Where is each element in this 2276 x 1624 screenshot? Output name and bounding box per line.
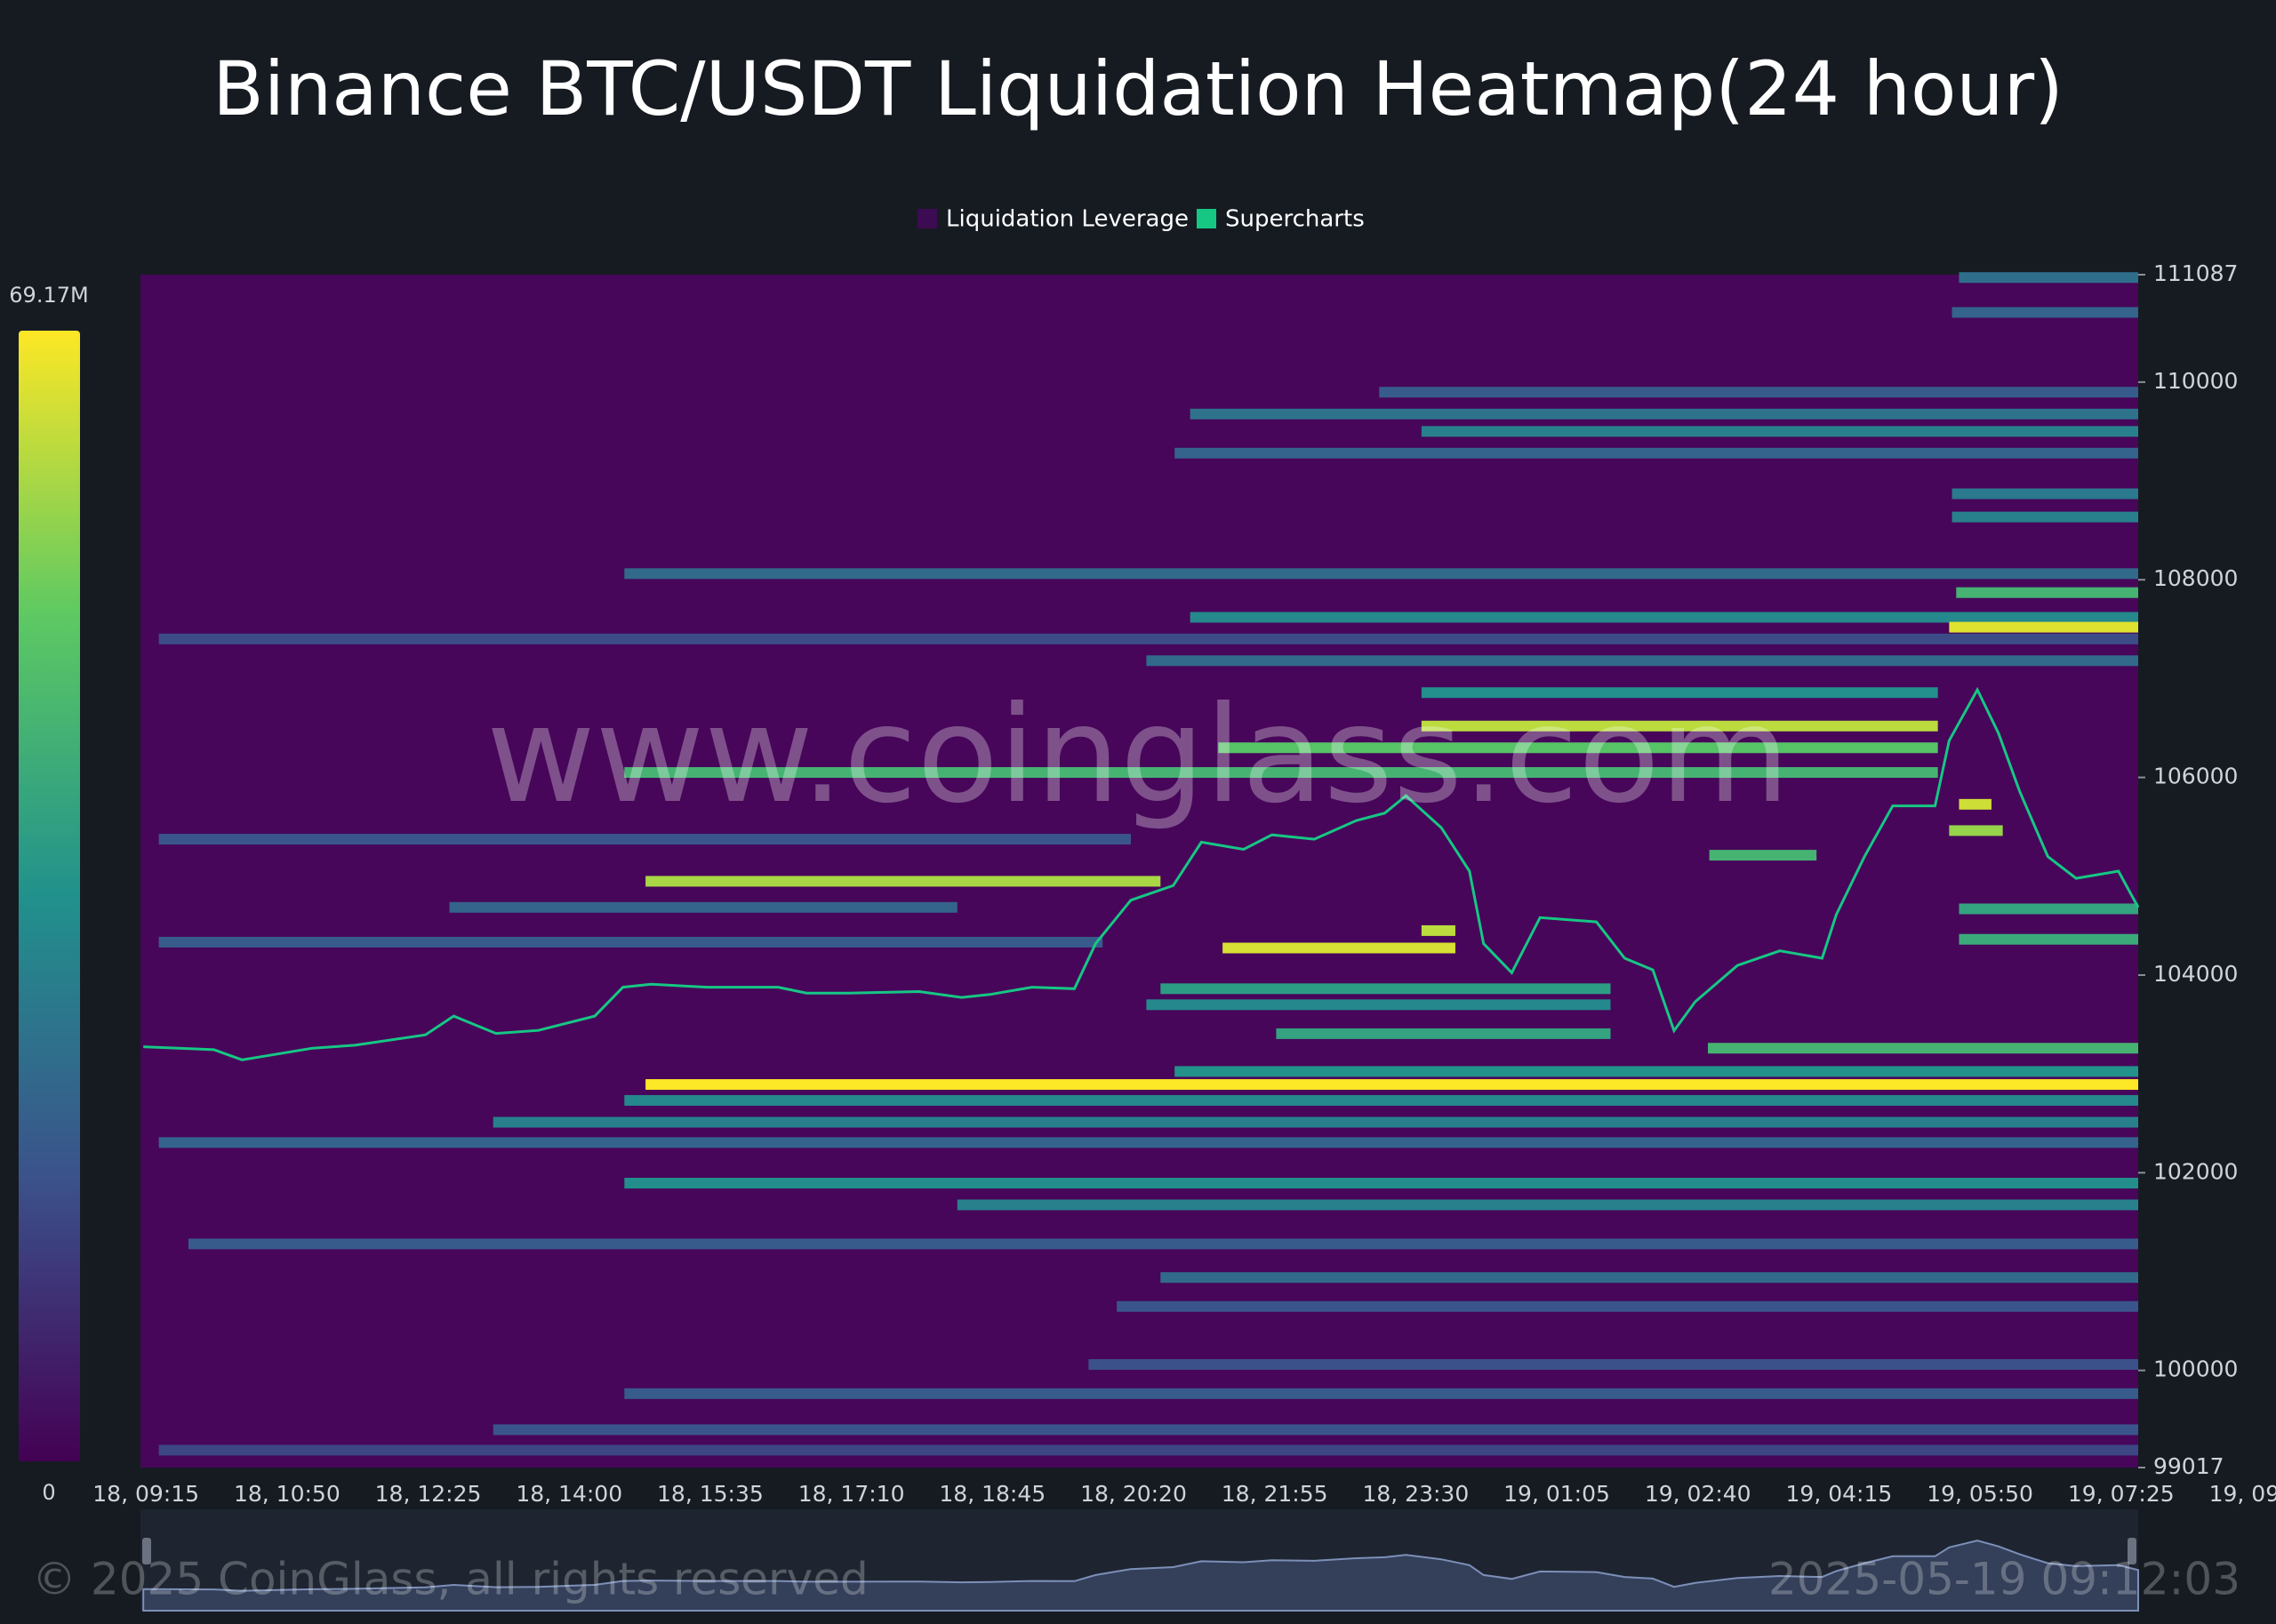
- heat-band: [624, 1178, 2139, 1189]
- heat-band: [1174, 1066, 2138, 1077]
- navigator-handle: [2128, 1538, 2136, 1564]
- x-tick-label: 18, 23:30: [1362, 1481, 1469, 1507]
- heat-band: [1951, 511, 2138, 523]
- heat-band: [1421, 720, 1938, 732]
- heat-band: [493, 1424, 2139, 1436]
- heat-band: [1959, 798, 1992, 810]
- heat-band: [1174, 447, 2138, 459]
- legend-label: Liquidation Leverage: [946, 206, 1189, 233]
- heat-band: [624, 568, 2139, 580]
- heat-band: [1146, 999, 1611, 1011]
- y-tick-label: 104000: [2153, 961, 2238, 987]
- heatmap-background: [140, 275, 2138, 1468]
- colorbar-label: 0: [42, 1480, 55, 1505]
- footer-timestamp: 2025-05-19 09:12:03: [1768, 1554, 2240, 1605]
- colorbar-label: 69.17M: [9, 283, 88, 308]
- heat-band: [1949, 621, 2138, 633]
- x-tick-label: 19, 07:25: [2068, 1481, 2175, 1507]
- y-tick-label: 111087: [2153, 260, 2238, 286]
- heat-band: [957, 1199, 2138, 1211]
- heat-band: [1276, 1028, 1611, 1039]
- x-tick-label: 18, 17:10: [798, 1481, 905, 1507]
- x-tick-label: 18, 14:00: [516, 1481, 622, 1507]
- plot-area: www.coinglass.com: [140, 272, 2140, 1468]
- heat-band: [1959, 933, 2138, 945]
- x-tick-label: 18, 10:50: [234, 1481, 341, 1507]
- x-tick-label: 18, 21:55: [1222, 1481, 1328, 1507]
- heat-band: [624, 767, 1938, 779]
- watermark: www.coinglass.com: [486, 678, 1790, 833]
- colorbar: [19, 331, 80, 1461]
- heat-band: [188, 1238, 2139, 1250]
- x-tick-label: 18, 15:35: [657, 1481, 764, 1507]
- heat-band: [1117, 1300, 2138, 1312]
- x-tick-label: 19, 02:40: [1645, 1481, 1751, 1507]
- y-tick-label: 100000: [2153, 1356, 2238, 1382]
- heat-band: [1951, 488, 2138, 500]
- heat-band: [1190, 612, 2138, 623]
- heat-band: [1421, 687, 1938, 699]
- y-tick-label: 108000: [2153, 565, 2238, 591]
- heat-band: [1949, 825, 2003, 836]
- heat-band: [158, 633, 2139, 644]
- navigator-handle: [142, 1538, 151, 1564]
- x-tick-label: 18, 12:25: [375, 1481, 482, 1507]
- heat-band: [1421, 426, 2138, 437]
- x-tick-label: 18, 09:15: [92, 1481, 199, 1507]
- price-line: [143, 686, 2140, 1061]
- heat-band: [1709, 850, 1817, 861]
- heat-band: [1190, 408, 2138, 420]
- heat-band: [1708, 1043, 2138, 1054]
- y-tick-label: 102000: [2153, 1158, 2238, 1184]
- x-tick-label: 18, 20:20: [1080, 1481, 1187, 1507]
- heat-band: [645, 876, 1161, 887]
- x-tick-label: 19, 05:50: [1927, 1481, 2033, 1507]
- heat-band: [1160, 983, 1611, 995]
- heat-band: [493, 1116, 2139, 1128]
- legend-swatch: [918, 209, 937, 228]
- heat-band: [1959, 903, 2138, 915]
- heat-band: [1222, 942, 1455, 954]
- y-tick-label: 99017: [2153, 1453, 2224, 1479]
- heat-band: [1088, 1359, 2138, 1371]
- heat-band: [1379, 387, 2138, 398]
- x-tick-label: 19, 04:15: [1786, 1481, 1893, 1507]
- y-tick-label: 106000: [2153, 764, 2238, 789]
- navigator-area: [142, 1540, 2139, 1612]
- heat-band: [1218, 742, 1938, 754]
- x-tick-label: 19, 01:05: [1503, 1481, 1610, 1507]
- heat-band: [158, 834, 1131, 845]
- y-tick-label: 110000: [2153, 368, 2238, 394]
- heat-band: [624, 1388, 2139, 1399]
- heat-band: [158, 1137, 2139, 1148]
- heat-band: [1421, 924, 1455, 936]
- legend-label: Supercharts: [1225, 206, 1365, 233]
- x-tick-label: 18, 18:45: [939, 1481, 1046, 1507]
- heat-band: [158, 1444, 2139, 1456]
- heat-band: [1951, 307, 2138, 318]
- heat-band: [645, 1079, 2139, 1091]
- footer-copyright: © 2025 CoinGlass, all rights reserved: [32, 1554, 869, 1605]
- chart-title: Binance BTC/USDT Liquidation Heatmap(24 …: [212, 45, 2064, 132]
- heat-band: [158, 936, 1103, 948]
- heat-band: [1956, 587, 2138, 598]
- heat-band: [449, 901, 958, 913]
- heat-band: [1959, 272, 2138, 284]
- heat-band: [624, 1094, 2139, 1106]
- x-tick-label: 19, 09:00: [2209, 1481, 2276, 1507]
- legend-swatch: [1197, 209, 1216, 228]
- heat-band: [1146, 655, 2138, 667]
- heat-band: [1160, 1272, 2138, 1284]
